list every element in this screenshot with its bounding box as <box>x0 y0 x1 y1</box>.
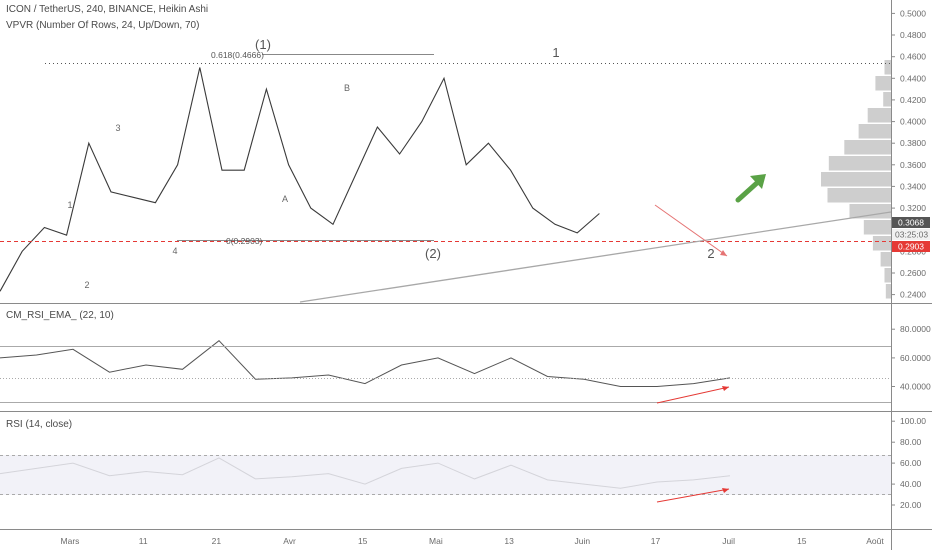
fib-label-low: 0(0.2903) <box>226 236 263 246</box>
arrow-head-icon <box>722 386 729 391</box>
wave-label-new-1: 1 <box>552 45 559 60</box>
rsi-ema-panel <box>0 340 731 387</box>
support-price-tag <box>892 241 930 252</box>
time-axis[interactable]: Mars 11 21 Avr 15 Mai 13 Juin 17 Juil 15 Août <box>61 536 885 546</box>
time-tick-label: Juil <box>722 536 735 546</box>
price-tick-label: 0.4800 <box>900 30 926 40</box>
volume-profile-bar <box>821 172 891 187</box>
time-tick-label: Mars <box>61 536 80 546</box>
arrow-head-icon <box>720 250 727 256</box>
time-tick-label: Mai <box>429 536 443 546</box>
last-price-label: 0.3068 <box>898 218 924 228</box>
volume-profile-bar <box>885 284 891 299</box>
rsi-legend[interactable]: RSI (14, close) <box>6 419 73 430</box>
price-axis[interactable]: 0.5000 0.4800 0.4600 0.4400 0.4200 0.4000 0.38… <box>891 8 931 510</box>
rsi-tick-label: 40.00 <box>900 479 922 489</box>
volume-profile-bar <box>827 188 891 203</box>
wave-label-major-2: (2) <box>425 246 441 261</box>
time-tick-label: 13 <box>504 536 514 546</box>
price-tick-label: 0.5000 <box>900 8 926 18</box>
volume-profile-bar <box>875 76 891 91</box>
time-tick-label: Août <box>866 536 884 546</box>
volume-profile-bar <box>828 156 891 171</box>
price-line-0 <box>0 67 600 292</box>
rsi-ema-tick-label: 60.0000 <box>900 353 931 363</box>
countdown-tag <box>892 229 930 240</box>
volume-profile <box>821 60 891 299</box>
countdown-label: 03:25:03 <box>895 230 928 240</box>
price-tick-label: 0.2400 <box>900 290 926 300</box>
fib-label-high: 0.618(0.4666) <box>211 50 264 60</box>
bullish-arrow-icon <box>735 174 766 203</box>
wave-label-a: A <box>282 194 288 204</box>
wave-label-1: 1 <box>67 200 72 210</box>
time-tick-label: Avr <box>283 536 296 546</box>
volume-profile-bar <box>883 92 891 107</box>
symbol-title[interactable]: ICON / TetherUS, 240, BINANCE, Heikin As… <box>6 4 209 15</box>
last-price-tag <box>892 217 930 228</box>
wave-label-2: 2 <box>84 280 89 290</box>
rsi-tick-label: 60.00 <box>900 458 922 468</box>
price-tick-label: 0.3200 <box>900 203 926 213</box>
time-tick-label: 15 <box>797 536 807 546</box>
price-series <box>0 67 600 292</box>
wave-label-major-1: (1) <box>255 37 271 52</box>
price-tick-label: 0.4000 <box>900 117 926 127</box>
time-tick-label: Juin <box>575 536 591 546</box>
rsi-ema-divergence-line[interactable] <box>656 386 730 404</box>
volume-profile-bar <box>849 204 891 219</box>
rsi-tick-label: 80.00 <box>900 437 922 447</box>
rsi-ema-legend[interactable]: CM_RSI_EMA_ (22, 10) <box>6 310 114 321</box>
volume-profile-bar <box>884 60 891 75</box>
rsi-band <box>0 455 891 495</box>
arrow-head-icon <box>722 488 729 493</box>
wave-label-4: 4 <box>172 246 177 256</box>
volume-profile-bar <box>844 140 891 155</box>
time-tick-label: 11 <box>139 536 148 546</box>
trendline[interactable] <box>299 211 892 303</box>
time-tick-label: 17 <box>651 536 661 546</box>
rsi-ema-line-0 <box>0 340 731 387</box>
wave-label-b: B <box>344 83 350 93</box>
price-tick-label: 0.3600 <box>900 160 926 170</box>
volume-profile-bar <box>872 236 891 251</box>
price-tick-label: 0.2600 <box>900 268 926 278</box>
price-tick-label: 0.3400 <box>900 181 926 191</box>
rsi-tick-label: 100.00 <box>900 416 926 426</box>
volume-profile-bar <box>884 268 891 283</box>
price-tick-label: 0.3800 <box>900 138 926 148</box>
rsi-divergence-line[interactable] <box>656 488 730 503</box>
rsi-ema-tick-label: 80.0000 <box>900 324 931 334</box>
rsi-ema-tick-label: 40.0000 <box>900 382 931 392</box>
price-tick-label: 0.4600 <box>900 52 926 62</box>
price-divergence-arrow[interactable] <box>654 204 728 257</box>
time-tick-label: 15 <box>358 536 368 546</box>
rsi-tick-label: 20.00 <box>900 500 922 510</box>
wave-label-new-2: 2 <box>707 246 714 261</box>
volume-profile-bar <box>858 124 891 139</box>
price-tick-label: 0.4400 <box>900 73 926 83</box>
volume-profile-bar <box>863 220 891 235</box>
volume-profile-bar <box>880 252 891 267</box>
volume-profile-bar <box>867 108 891 123</box>
wave-label-3: 3 <box>115 123 120 133</box>
vpvr-legend[interactable]: VPVR (Number Of Rows, 24, Up/Down, 70) <box>6 20 200 31</box>
time-tick-label: 21 <box>212 536 222 546</box>
price-tick-label: 0.4200 <box>900 95 926 105</box>
support-price-label: 0.2903 <box>898 242 924 252</box>
